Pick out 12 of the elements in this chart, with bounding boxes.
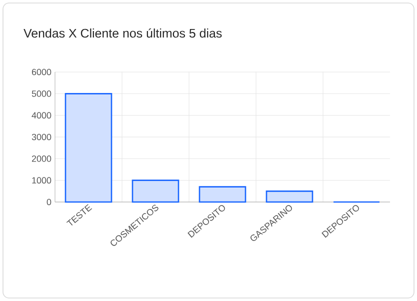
- y-tick-label: 6000: [32, 68, 52, 76]
- y-tick-label: 1000: [32, 177, 52, 184]
- y-tick-label: 4000: [32, 112, 52, 119]
- bar: [64, 93, 112, 203]
- bar: [132, 180, 180, 203]
- bar: [198, 186, 246, 203]
- y-tick-label: 0: [46, 198, 52, 206]
- bar: [266, 190, 314, 203]
- chart-title: Vendas X Cliente nos últimos 5 dias: [24, 28, 222, 38]
- y-tick-label: 3000: [32, 134, 52, 140]
- y-tick-label: 2000: [32, 155, 52, 162]
- y-tick-label: 5000: [32, 90, 52, 97]
